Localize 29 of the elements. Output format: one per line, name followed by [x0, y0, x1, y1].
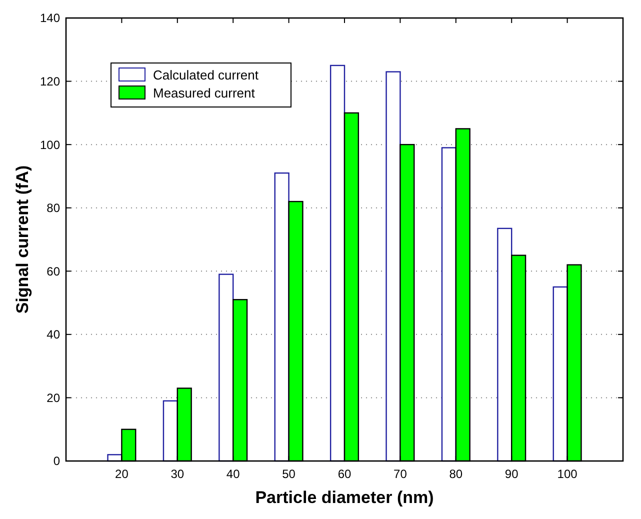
bar: [552, 286, 568, 462]
bar: [218, 274, 234, 462]
bar: [162, 400, 178, 462]
x-tick-label: 90: [504, 467, 519, 481]
y-tick-label: 0: [53, 454, 60, 468]
bar: [497, 228, 512, 462]
x-tick-label: 60: [338, 467, 352, 481]
legend-label: Measured current: [153, 86, 256, 101]
x-tick-label: 100: [557, 467, 578, 481]
bar: [274, 172, 290, 462]
x-tick-label: 70: [394, 467, 408, 481]
legend-label: Calculated current: [153, 68, 259, 83]
y-tick-label: 80: [46, 201, 60, 216]
bar: [330, 64, 346, 462]
y-tick-label: 60: [46, 264, 60, 278]
bar: [386, 71, 401, 462]
y-tick-label: 20: [46, 390, 60, 405]
y-tick-label: 140: [40, 11, 60, 26]
y-tick-label: 40: [46, 328, 60, 342]
y-tick-label: 120: [40, 74, 60, 88]
x-tick-label: 40: [226, 467, 240, 481]
x-tick-label: 50: [282, 467, 296, 481]
x-tick-label: 80: [449, 467, 463, 481]
x-tick-label: 20: [115, 467, 129, 481]
y-axis-title: Signal current (fA): [13, 165, 32, 314]
y-tick-label: 100: [40, 138, 60, 152]
x-axis-title: Particle diameter (nm): [255, 488, 434, 507]
x-tick-label: 30: [170, 467, 184, 481]
bar: [441, 147, 456, 462]
